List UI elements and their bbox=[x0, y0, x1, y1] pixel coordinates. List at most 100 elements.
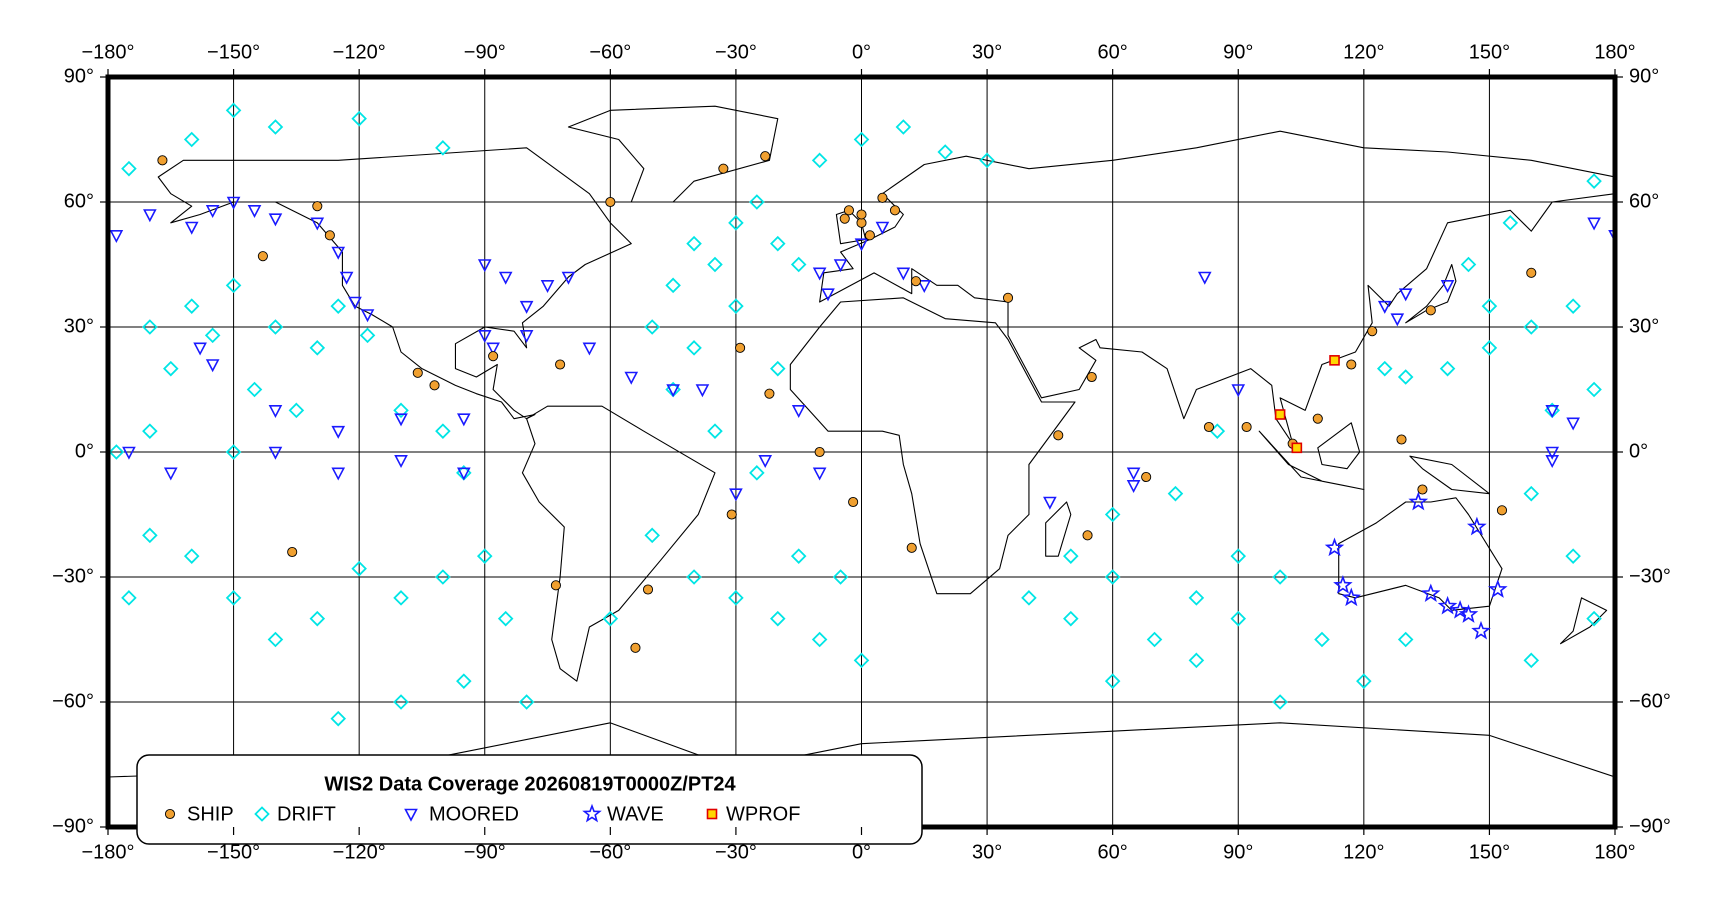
marker-diamond bbox=[979, 152, 995, 169]
marker-triangle bbox=[310, 217, 325, 231]
greenland bbox=[568, 106, 777, 202]
marker-diamond bbox=[811, 152, 828, 169]
marker-triangle bbox=[394, 455, 408, 469]
marker-triangle bbox=[519, 300, 534, 314]
marker-triangle bbox=[1197, 271, 1212, 285]
marker-diamond bbox=[121, 160, 137, 177]
marker-circle bbox=[429, 380, 440, 391]
marker-circle bbox=[1241, 421, 1252, 433]
marker-triangle bbox=[348, 296, 362, 310]
marker-triangle bbox=[561, 271, 576, 285]
marker-triangle bbox=[339, 271, 354, 285]
y-tick-label: 60° bbox=[1629, 190, 1659, 212]
marker-star bbox=[1471, 620, 1491, 640]
great-britain bbox=[836, 210, 865, 243]
marker-diamond bbox=[108, 444, 125, 460]
marker-circle bbox=[324, 230, 335, 241]
marker-diamond bbox=[790, 256, 807, 273]
marker-diamond bbox=[665, 277, 681, 294]
madagascar bbox=[1046, 502, 1071, 556]
marker-circle bbox=[1367, 326, 1378, 337]
legend-marker bbox=[254, 806, 270, 822]
marker-circle bbox=[910, 276, 921, 287]
y-tick-label: −60° bbox=[52, 690, 94, 712]
marker-circle bbox=[1082, 530, 1093, 541]
marker-circle bbox=[864, 230, 875, 241]
y-tick-label: 30° bbox=[64, 315, 94, 337]
marker-diamond bbox=[1523, 319, 1540, 335]
marker-diamond bbox=[895, 119, 912, 135]
marker-triangle bbox=[184, 221, 199, 235]
x-tick-label: 90° bbox=[1223, 841, 1253, 863]
marker-triangle bbox=[394, 413, 408, 427]
indonesia bbox=[1259, 423, 1489, 494]
marker-diamond bbox=[1167, 485, 1184, 502]
x-tick-label: −90° bbox=[464, 41, 506, 63]
marker-diamond bbox=[749, 194, 765, 210]
marker-triangle bbox=[666, 384, 680, 398]
marker-diamond bbox=[267, 119, 284, 135]
x-tick-label: −60° bbox=[589, 841, 631, 863]
marker-diamond bbox=[1523, 485, 1540, 502]
marker-triangle bbox=[519, 330, 534, 344]
marker-square bbox=[1274, 409, 1286, 420]
marker-triangle bbox=[143, 209, 157, 223]
marker-diamond bbox=[1104, 673, 1121, 689]
marker-circle bbox=[877, 192, 888, 203]
marker-circle bbox=[312, 201, 323, 212]
marker-circle bbox=[1002, 292, 1014, 303]
marker-triangle bbox=[331, 246, 346, 260]
marker-diamond bbox=[225, 590, 242, 606]
marker-circle bbox=[1086, 371, 1097, 383]
marker-diamond bbox=[1481, 340, 1498, 356]
marker-triangle bbox=[582, 342, 597, 356]
marker-circle bbox=[906, 542, 917, 553]
marker-diamond bbox=[330, 710, 347, 727]
marker-triangle bbox=[1545, 455, 1560, 469]
marker-triangle bbox=[193, 342, 207, 356]
y-tick-label: 0° bbox=[75, 440, 94, 462]
marker-triangle bbox=[268, 405, 283, 419]
marker-circle bbox=[760, 151, 771, 162]
marker-circle bbox=[605, 196, 616, 208]
x-tick-label: 180° bbox=[1594, 841, 1635, 863]
marker-triangle bbox=[205, 359, 220, 373]
marker-triangle bbox=[268, 213, 283, 227]
x-tick-label: −120° bbox=[333, 841, 386, 863]
marker-circle bbox=[1141, 471, 1152, 483]
legend-marker bbox=[164, 808, 176, 820]
marker-diamond bbox=[728, 215, 744, 231]
marker-diamond bbox=[1063, 548, 1079, 564]
marker-star bbox=[1437, 595, 1458, 615]
marker-diamond bbox=[770, 235, 786, 252]
marker-star bbox=[1421, 583, 1441, 602]
marker-triangle bbox=[729, 488, 743, 502]
x-tick-label: 120° bbox=[1343, 41, 1384, 63]
marker-diamond bbox=[435, 569, 451, 585]
marker-diamond bbox=[288, 402, 305, 419]
marker-circle bbox=[718, 163, 729, 174]
marker-circle bbox=[1417, 484, 1428, 495]
marker-diamond bbox=[602, 610, 619, 627]
marker-circle bbox=[630, 642, 641, 653]
marker-diamond bbox=[518, 694, 535, 710]
x-tick-label: −180° bbox=[81, 41, 134, 63]
marker-triangle bbox=[331, 467, 346, 481]
marker-diamond bbox=[686, 340, 702, 356]
marker-triangle bbox=[1608, 230, 1615, 244]
legend-marker bbox=[404, 808, 418, 822]
marker-triangle bbox=[1043, 496, 1057, 510]
x-tick-label: −180° bbox=[81, 841, 134, 863]
marker-diamond bbox=[183, 131, 200, 148]
marker-diamond bbox=[1586, 173, 1602, 189]
legend-label: SHIP bbox=[187, 803, 234, 825]
marker-triangle bbox=[695, 384, 710, 398]
marker-circle bbox=[287, 546, 298, 558]
marker-circle bbox=[412, 367, 423, 378]
marker-triangle bbox=[758, 455, 773, 469]
x-tick-label: −150° bbox=[207, 841, 260, 863]
marker-triangle bbox=[205, 205, 220, 219]
x-tick-label: 60° bbox=[1098, 841, 1128, 863]
legend-marker bbox=[582, 803, 602, 823]
